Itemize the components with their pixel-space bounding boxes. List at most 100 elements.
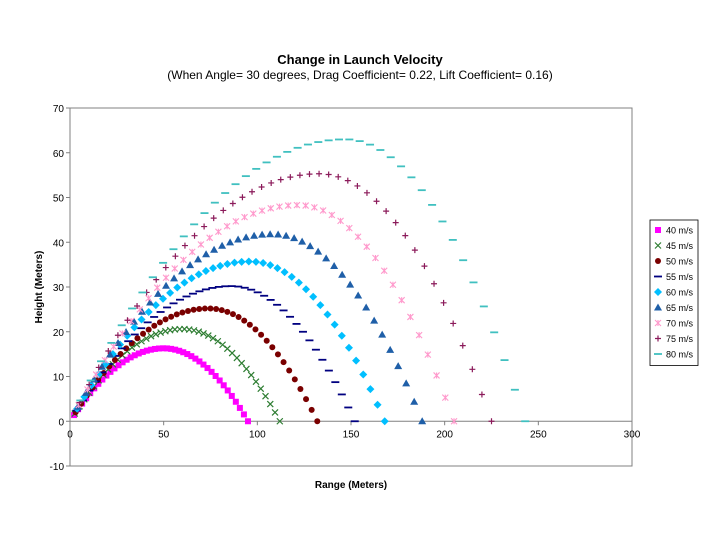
- data-point: [228, 392, 235, 399]
- data-point: [223, 259, 232, 268]
- data-point: [226, 238, 235, 246]
- data-point: [306, 242, 315, 250]
- data-point: [262, 392, 269, 400]
- data-point: [201, 223, 208, 230]
- data-point: [314, 418, 321, 425]
- data-point: [363, 243, 371, 251]
- data-point: [352, 356, 361, 365]
- data-point: [441, 394, 449, 402]
- data-point: [266, 230, 275, 238]
- data-point: [319, 207, 327, 214]
- data-point: [263, 337, 270, 344]
- legend-label: 65 m/s: [666, 303, 694, 313]
- data-point: [316, 301, 325, 310]
- data-point: [266, 261, 275, 270]
- data-point: [380, 267, 388, 275]
- data-point: [359, 370, 368, 379]
- data-point: [238, 359, 246, 367]
- data-point: [433, 372, 440, 379]
- y-tick-label: 30: [53, 283, 65, 294]
- x-tick-label: 250: [530, 429, 547, 440]
- data-point: [237, 257, 246, 266]
- data-point: [243, 365, 250, 373]
- data-point: [233, 354, 241, 362]
- y-tick-label: 60: [53, 149, 65, 160]
- data-point: [180, 278, 189, 287]
- data-point: [204, 365, 211, 372]
- data-point: [247, 371, 255, 379]
- data-point: [82, 388, 91, 396]
- legend-marker: [655, 227, 661, 233]
- data-point: [244, 257, 253, 266]
- data-point: [196, 358, 203, 365]
- data-point: [229, 200, 236, 207]
- data-point: [171, 265, 179, 272]
- data-point: [337, 331, 346, 340]
- data-point: [314, 247, 323, 255]
- data-point: [178, 267, 187, 275]
- data-point: [139, 348, 146, 355]
- data-point: [220, 207, 227, 214]
- data-point: [214, 228, 222, 236]
- data-point: [287, 174, 294, 181]
- data-point: [232, 217, 240, 225]
- data-point: [421, 263, 428, 270]
- data-point: [284, 202, 292, 209]
- data-point: [201, 305, 208, 312]
- data-point: [249, 188, 256, 195]
- data-point: [344, 177, 351, 184]
- data-point: [302, 285, 311, 294]
- data-point: [156, 319, 163, 326]
- data-point: [306, 171, 313, 178]
- data-point: [372, 254, 379, 262]
- data-point: [240, 411, 247, 418]
- data-point: [488, 418, 495, 425]
- data-point: [142, 335, 150, 343]
- data-point: [273, 264, 282, 273]
- data-point: [204, 332, 212, 339]
- legend-item: 65 m/s: [654, 303, 694, 313]
- legend-label: 80 m/s: [666, 350, 694, 360]
- legend-item: 75 m/s: [655, 334, 694, 344]
- data-point: [370, 316, 379, 324]
- data-point: [402, 232, 409, 239]
- data-point: [95, 380, 102, 387]
- data-point: [271, 409, 279, 416]
- data-point: [236, 404, 243, 411]
- data-point: [266, 400, 274, 408]
- legend-marker: [655, 258, 661, 264]
- y-tick-label: 50: [53, 194, 65, 205]
- data-point: [208, 368, 215, 375]
- y-tick-label: -10: [50, 462, 65, 473]
- data-point: [136, 305, 144, 313]
- data-point: [162, 281, 171, 289]
- data-point: [389, 281, 397, 289]
- data-point: [180, 349, 187, 356]
- data-point: [224, 308, 231, 315]
- data-point: [184, 351, 191, 358]
- data-point: [151, 345, 158, 352]
- data-point: [194, 255, 203, 263]
- legend-item: 40 m/s: [655, 226, 694, 236]
- data-point: [386, 345, 395, 353]
- data-point: [354, 182, 361, 189]
- data-point: [207, 305, 214, 312]
- data-point: [294, 278, 303, 287]
- legend-item: 55 m/s: [654, 272, 694, 282]
- data-point: [101, 356, 109, 364]
- data-point: [172, 346, 179, 353]
- data-point: [151, 322, 158, 329]
- data-point: [362, 303, 371, 311]
- data-point: [239, 194, 246, 201]
- data-point: [459, 342, 466, 349]
- x-tick-label: 0: [67, 429, 73, 440]
- data-point: [111, 365, 118, 372]
- data-point: [147, 346, 154, 353]
- x-tick-label: 200: [436, 429, 453, 440]
- data-point: [152, 330, 160, 338]
- data-point: [291, 376, 298, 383]
- data-point: [407, 313, 414, 321]
- data-point: [277, 176, 284, 183]
- data-point: [220, 382, 227, 389]
- legend-marker: [654, 242, 662, 249]
